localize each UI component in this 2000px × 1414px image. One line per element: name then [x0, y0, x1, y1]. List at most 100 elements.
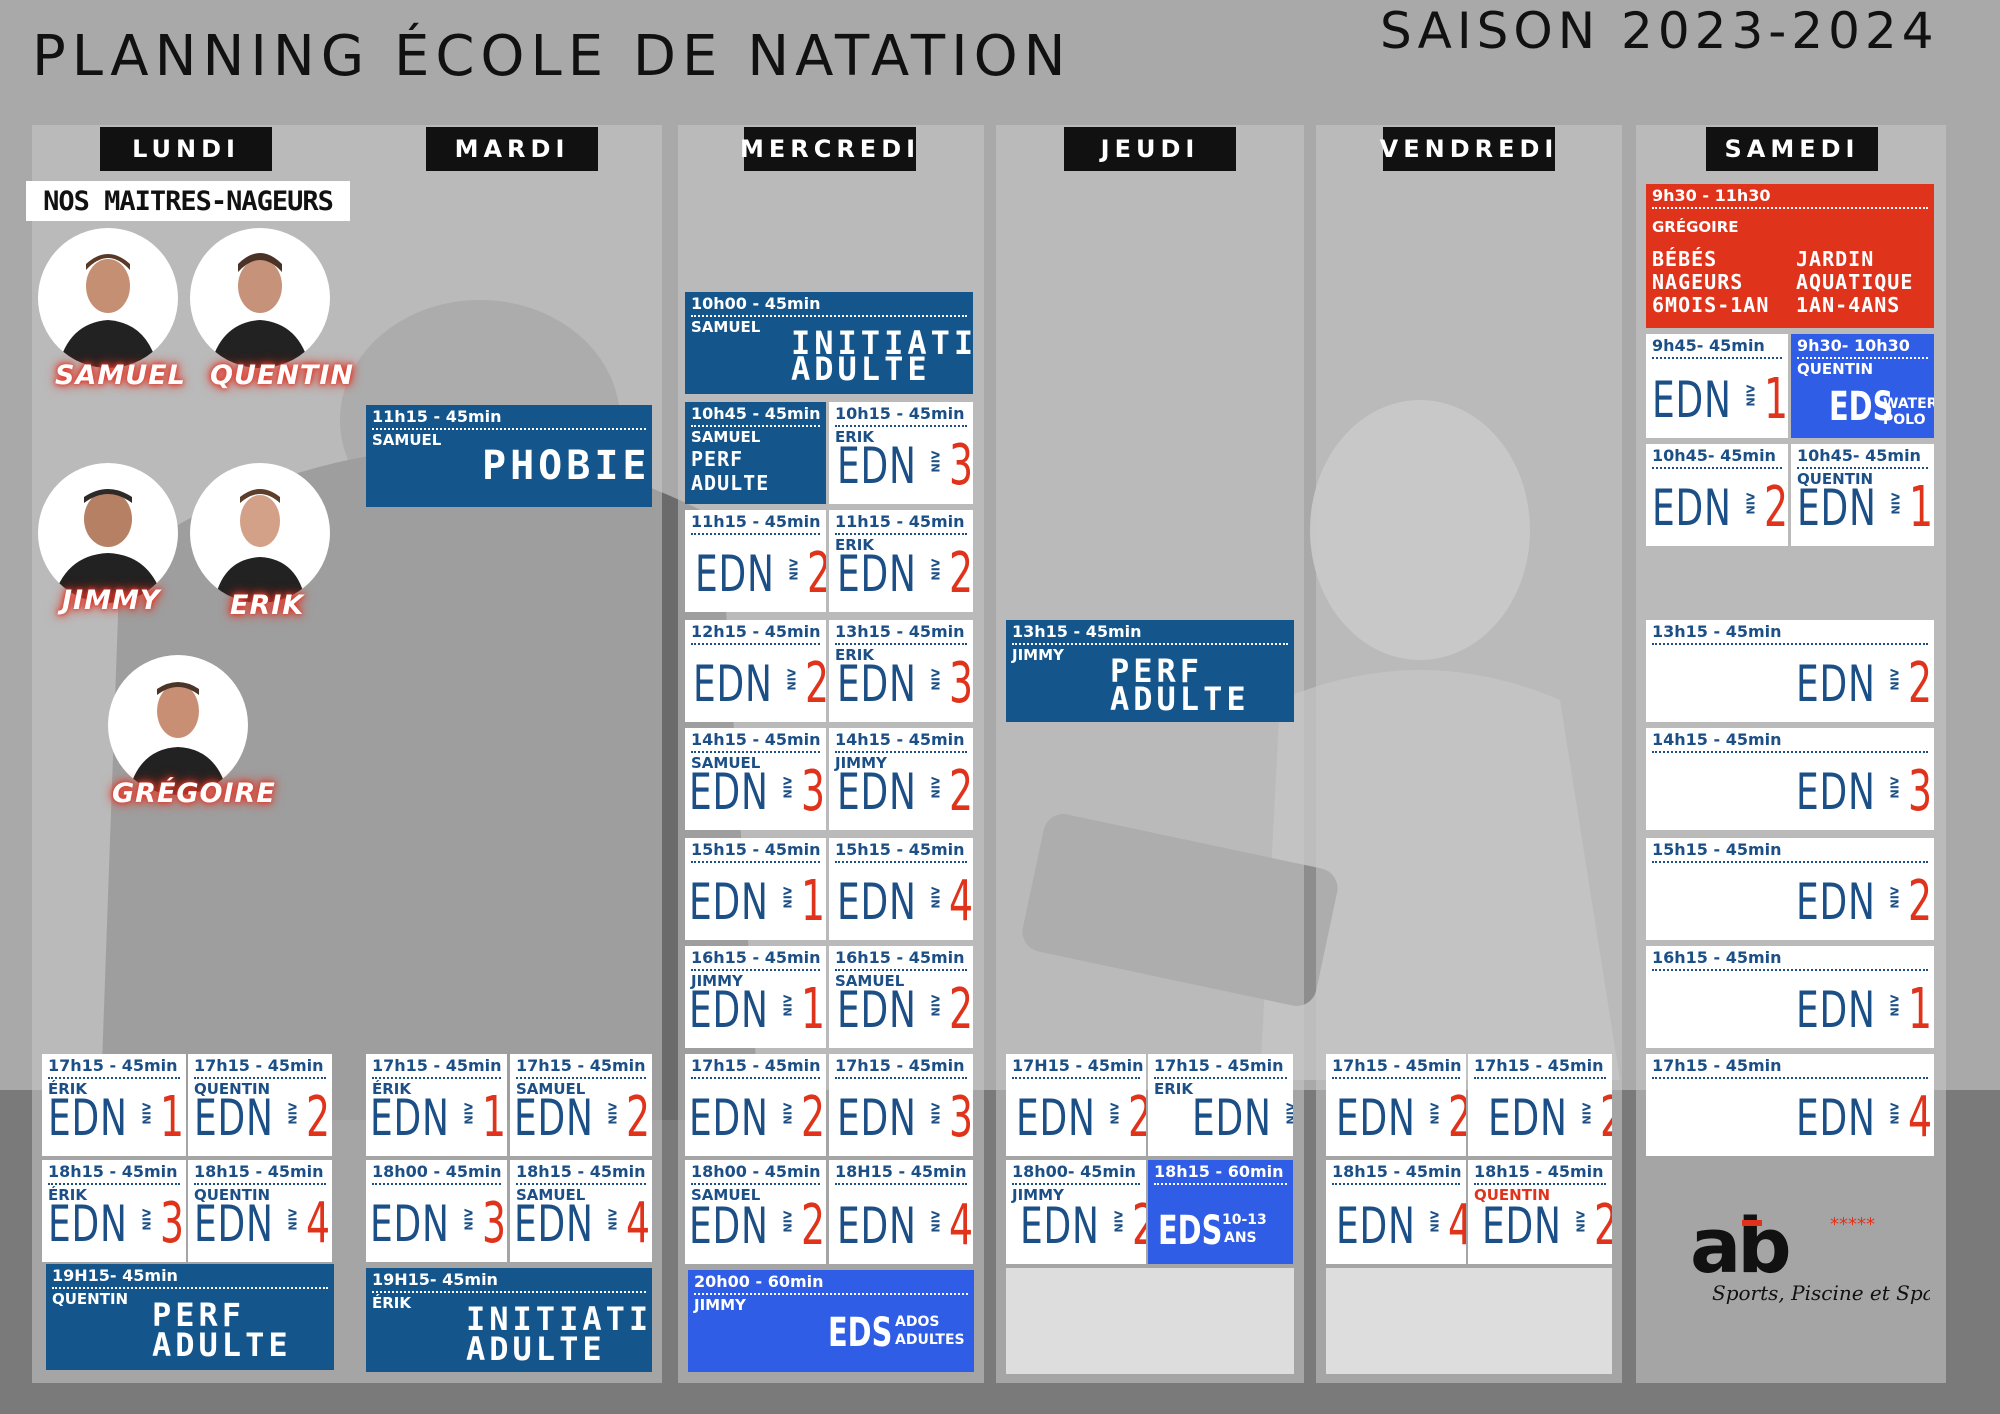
slot-mercredi-perf[interactable]: 10h45 - 45min SAMUEL PERF ADULTE — [685, 402, 826, 504]
slot-mercredi-initiation[interactable]: 10h00 - 45min SAMUEL INITIATION ADULTE — [685, 292, 973, 394]
slot-sam-1415[interactable]: 14h15 - 45min EDN NIV 3 — [1646, 728, 1934, 830]
edn-level-3: EDN NIV 3 — [837, 1085, 973, 1150]
slot-sam-1615[interactable]: 16h15 - 45min EDN NIV 1 — [1646, 946, 1934, 1048]
day-header-lundi: LUNDI — [100, 127, 272, 171]
slot-lundi-perf[interactable]: 19H15- 45min QUENTIN PERF ADULTE — [46, 1264, 334, 1370]
slot-mardi-phobie[interactable]: 11h15 - 45min SAMUEL PHOBIE — [366, 405, 652, 507]
edn-level-3: EDN NIV 3 — [48, 1191, 184, 1256]
slot-mercredi-eds[interactable]: 20h00 - 60min JIMMY EDS ADOS ADULTES — [688, 1270, 974, 1372]
edn-level-3: EDN NIV 3 — [837, 433, 973, 498]
coach-name-jimmy: JIMMY — [62, 585, 161, 616]
slot-jeudi-eds[interactable]: 18h15 - 60min EDS 10-13 ANS — [1148, 1160, 1293, 1264]
svg-text:ab: ab — [1690, 1210, 1788, 1290]
slot-mer-1715b[interactable]: 17h15 - 45min EDN NIV 3 — [829, 1054, 973, 1156]
avatar-gregoire — [108, 655, 248, 795]
coach-name-quentin: QUENTIN — [210, 360, 354, 391]
day-header-vendredi: VENDREDI — [1380, 127, 1555, 171]
svg-text:Sports, Piscine et Spa: Sports, Piscine et Spa — [1712, 1281, 1930, 1305]
brand-logo: ab ***** Sports, Piscine et Spa — [1690, 1201, 1935, 1314]
slot-mer-1615a[interactable]: 16h15 - 45min JIMMY EDN NIV 1 — [685, 946, 826, 1048]
coach-name-erik: ERIK — [230, 590, 305, 621]
slot-jeudi-empty — [1006, 1268, 1294, 1374]
slot-mer-1315[interactable]: 13h15 - 45min ERIK EDN NIV 3 — [829, 620, 973, 722]
slot-mar-1800[interactable]: 18h00 - 45min EDN NIV 3 — [366, 1160, 507, 1262]
slot-lun-1815a[interactable]: 18h15 - 45min ÉRIK EDN NIV 3 — [42, 1160, 186, 1262]
slot-sam-1715[interactable]: 17h15 - 45min EDN NIV 4 — [1646, 1054, 1934, 1156]
avatar-quentin — [190, 228, 330, 368]
slot-mer-1115b[interactable]: 11h15 - 45min ERIK EDN NIV 2 — [829, 510, 973, 612]
slot-sam-1045a[interactable]: 10h45- 45min EDN NIV 2 — [1646, 444, 1788, 546]
slot-mar-1715a[interactable]: 17h15 - 45min ÉRIK EDN NIV 1 — [366, 1054, 507, 1156]
slot-sam-1515[interactable]: 15h15 - 45min EDN NIV 2 — [1646, 838, 1934, 940]
slot-samedi-bebes[interactable]: 9h30 - 11h30 GRÉGOIRE BÉBÉS NAGEURS 6MOI… — [1646, 184, 1934, 328]
slot-vendredi-empty — [1326, 1268, 1612, 1374]
slot-mer-1415b[interactable]: 14h15 - 45min JIMMY EDN NIV 2 — [829, 728, 973, 830]
page-title: PLANNING ÉCOLE DE NATATION — [32, 24, 1072, 89]
slot-mer-1515a[interactable]: 15h15 - 45min EDN NIV 1 — [685, 838, 826, 940]
slot-mer-1015[interactable]: 10h15 - 45min ERIK EDN NIV 3 — [829, 402, 973, 504]
slot-sam-1315[interactable]: 13h15 - 45min EDN NIV 2 — [1646, 620, 1934, 722]
slot-samedi-waterpolo[interactable]: 9h30- 10h30 QUENTIN EDS WATER POLO — [1791, 334, 1934, 438]
slot-lun-1715a[interactable]: 17h15 - 45min ÉRIK EDN NIV 1 — [42, 1054, 186, 1156]
season-label: SAISON 2023-2024 — [1380, 2, 1939, 60]
day-header-mardi: MARDI — [426, 127, 598, 171]
slot-sam-945[interactable]: 9h45- 45min EDN NIV 1 — [1646, 334, 1788, 438]
slot-sam-1045b[interactable]: 10h45- 45min QUENTIN EDN NIV 1 — [1791, 444, 1934, 546]
edn-level-3: EDN NIV 3 — [689, 759, 825, 824]
slot-mar-1815[interactable]: 18h15 - 45min SAMUEL EDN NIV 4 — [510, 1160, 652, 1262]
coach-name-gregoire: GRÉGOIRE — [112, 778, 276, 809]
slot-lun-1715b[interactable]: 17h15 - 45min QUENTIN EDN NIV 2 — [188, 1054, 332, 1156]
slot-mer-1800[interactable]: 18h00 - 45min SAMUEL EDN NIV 2 — [685, 1160, 826, 1264]
edn-level-3: EDN NIV 3 — [370, 1191, 506, 1256]
slot-mar-1715b[interactable]: 17h15 - 45min SAMUEL EDN NIV 2 — [510, 1054, 652, 1156]
day-header-samedi: SAMEDI — [1706, 127, 1878, 171]
day-header-mercredi: MERCREDI — [740, 127, 916, 171]
avatar-samuel — [38, 228, 178, 368]
slot-jeudi-perf[interactable]: 13h15 - 45min JIMMY PERF ADULTE — [1006, 620, 1294, 722]
slot-mer-1615b[interactable]: 16h15 - 45min SAMUEL EDN NIV 2 — [829, 946, 973, 1048]
coach-name-samuel: SAMUEL — [55, 360, 186, 391]
slot-mer-1515b[interactable]: 15h15 - 45min EDN NIV 4 — [829, 838, 973, 940]
svg-text:*****: ***** — [1830, 1214, 1875, 1235]
slot-mardi-initiation[interactable]: 19H15- 45min ÉRIK INITIATION ADULTE — [366, 1268, 652, 1372]
edn-level-3: EDN NIV 3 — [837, 651, 973, 716]
slot-lun-1815b[interactable]: 18h15 - 45min QUENTIN EDN NIV 4 — [188, 1160, 332, 1262]
slot-mer-1815[interactable]: 18H15 - 45min EDN NIV 4 — [829, 1160, 973, 1264]
slot-mer-1715a[interactable]: 17h15 - 45min EDN NIV 2 — [685, 1054, 826, 1156]
slot-mer-1415a[interactable]: 14h15 - 45min SAMUEL EDN NIV 3 — [685, 728, 826, 830]
